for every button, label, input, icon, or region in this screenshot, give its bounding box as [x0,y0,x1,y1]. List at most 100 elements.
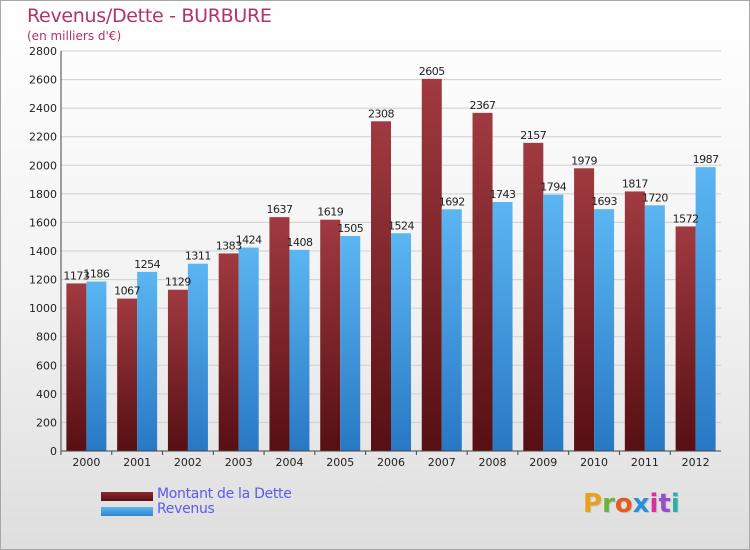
logo-letter: i [670,489,680,519]
x-tick-label: 2002 [174,456,202,469]
bar-debt [320,219,341,451]
data-label: 1505 [337,222,363,235]
bar-revenus [492,202,513,451]
data-label: 1987 [693,153,719,166]
x-tick-label: 2003 [225,456,253,469]
y-tick-label: 600 [36,359,57,372]
y-tick-label: 2400 [29,102,57,115]
x-tick-label: 2006 [377,456,405,469]
data-label: 1979 [571,154,597,167]
legend-swatch-debt [101,492,153,501]
data-label: 1067 [114,285,140,298]
data-label: 1572 [673,212,699,225]
bar-revenus [644,205,665,451]
data-label: 2157 [520,129,546,142]
x-tick-label: 2001 [123,456,151,469]
data-label: 1692 [439,195,465,208]
x-axis: 2000 2001 2002 2003 2004 2005 2006 2007 2008 2009… [60,450,721,469]
data-label: 1173 [63,269,89,282]
chart-title: Revenus/Dette - BURBURE [27,5,272,27]
data-label: 1743 [490,188,516,201]
y-tick-label: 2800 [29,45,57,58]
bar-debt [675,226,696,451]
logo-letter: t [658,489,671,519]
bar-debt [371,121,391,452]
x-tick-label: 2000 [72,456,100,469]
bar-debt [574,168,595,452]
data-label: 1129 [165,276,191,289]
logo-letter: P [583,489,603,519]
logo-letter: x [632,489,650,519]
y-tick-label: 1400 [29,245,57,258]
x-tick-label: 2008 [479,456,507,469]
x-tick-label: 2011 [631,456,659,469]
y-axis: 0 200 400 600 800 1000 1200 1400 1600 1800 2000 220… [29,45,62,458]
logo-letter: r [602,489,615,519]
data-label: 1254 [134,258,160,271]
y-tick-label: 1600 [29,216,57,229]
y-tick-label: 2200 [29,131,57,144]
bar-debt [167,289,188,451]
bar-revenus [86,281,107,451]
x-tick-label: 2007 [428,456,456,469]
bar-revenus [543,194,564,451]
data-label: 1524 [388,219,414,232]
data-label: 1637 [266,203,292,216]
x-tick-label: 2010 [580,456,608,469]
y-tick-label: 1800 [29,188,57,201]
y-tick-label: 0 [50,445,57,458]
data-label: 2367 [470,99,496,112]
data-label: 1619 [317,206,343,219]
logo-letter: i [649,489,659,519]
bar-revenus [289,249,310,451]
logo-letter: o [614,489,633,519]
y-tick-label: 800 [36,331,57,344]
bar-revenus [695,167,716,451]
data-label: 2308 [368,107,394,120]
data-label: 2605 [419,65,445,78]
y-tick-label: 2000 [29,159,57,172]
legend-label-revenus: Revenus [157,501,215,517]
bar-revenus [391,233,411,451]
y-tick-label: 1000 [29,302,57,315]
data-label: 1424 [236,234,262,247]
proxiti-logo: Proxiti [583,489,680,519]
bar-debt [624,191,645,451]
data-label: 1311 [185,250,211,263]
data-label: 1794 [540,181,566,194]
y-tick-label: 200 [36,416,57,429]
y-tick-label: 2600 [29,74,57,87]
x-tick-label: 2005 [326,456,354,469]
data-label: 1693 [591,195,617,208]
x-tick-label: 2004 [275,456,303,469]
data-label: 1383 [216,239,242,252]
bar-debt [421,78,442,451]
x-tick-label: 2009 [529,456,557,469]
bar-revenus [340,236,361,451]
bar-revenus [238,247,259,451]
data-label: 1186 [83,268,109,281]
bar-debt [117,298,138,451]
legend-swatch-revenus [101,507,153,516]
bar-debt [269,217,290,451]
x-tick-label: 2012 [682,456,710,469]
data-label: 1408 [286,236,312,249]
bar-debt [218,253,239,451]
y-tick-label: 400 [36,388,57,401]
bars [66,78,716,452]
data-label: 1720 [642,191,668,204]
data-label: 1817 [622,177,648,190]
bar-debt [523,142,544,451]
bar-debt [66,283,87,451]
legend-label-debt: Montant de la Dette [157,486,292,502]
bar-revenus [137,271,158,451]
bar-revenus [187,263,208,451]
y-tick-label: 1200 [29,274,57,287]
bar-debt [472,112,493,451]
bar-revenus [441,209,462,451]
bar-revenus [594,209,615,451]
chart-subtitle: (en milliers d'€) [27,29,122,43]
